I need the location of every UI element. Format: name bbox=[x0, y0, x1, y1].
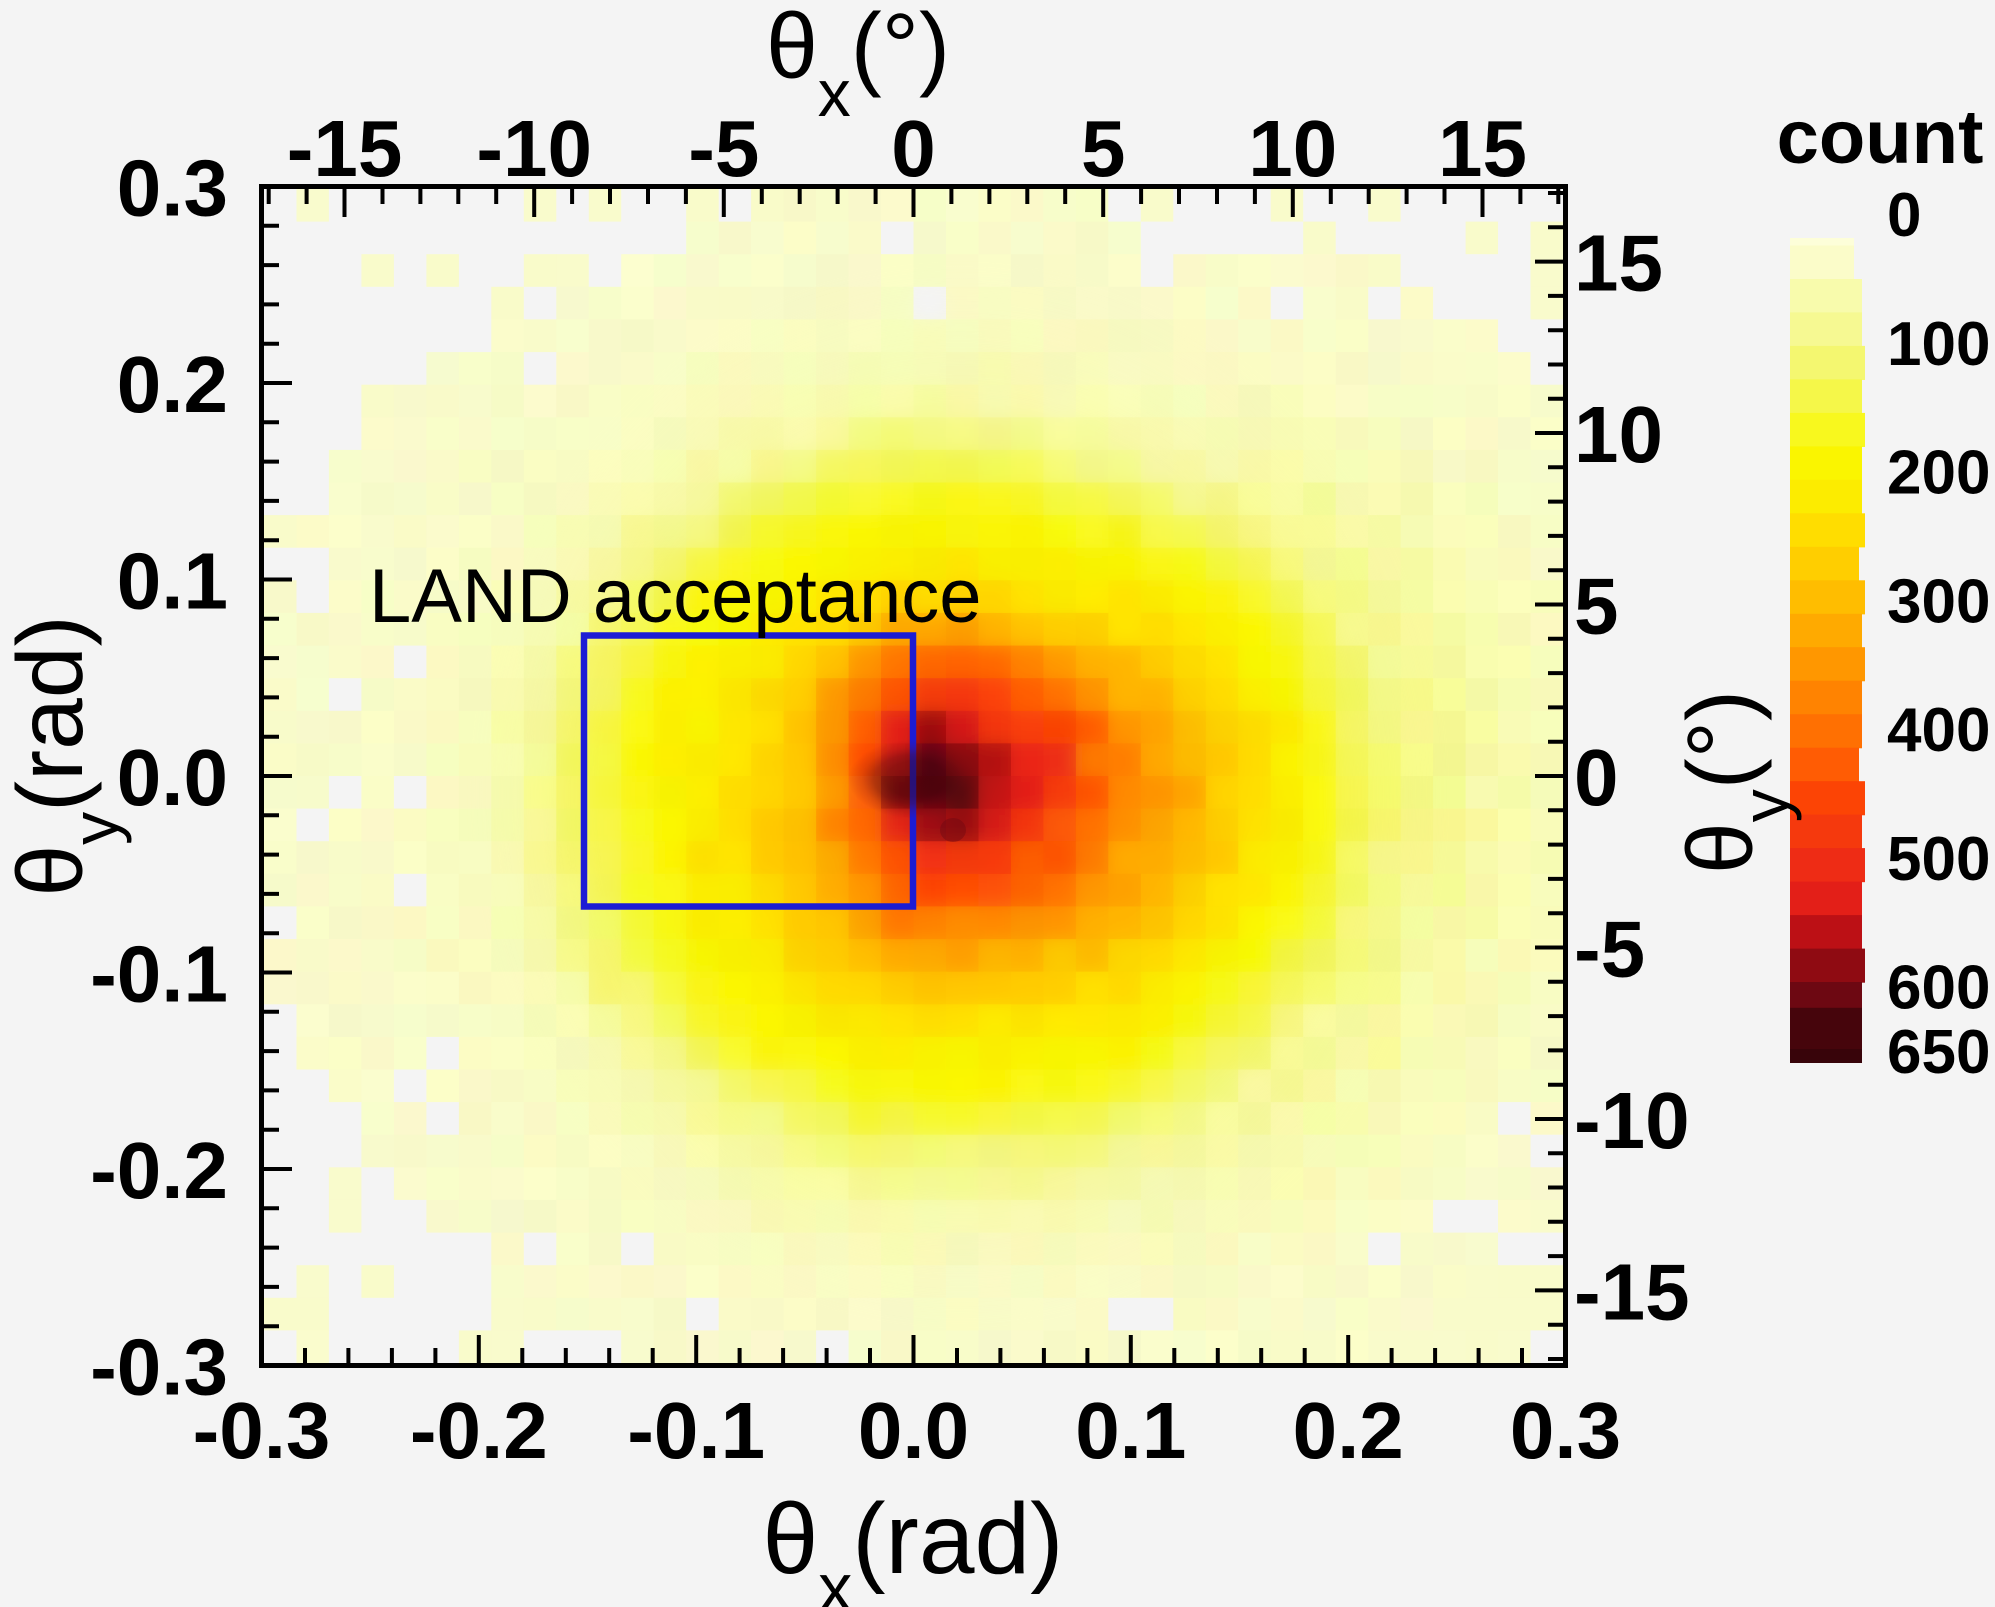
svg-text:0.0: 0.0 bbox=[117, 733, 228, 822]
svg-text:-5: -5 bbox=[1574, 905, 1645, 994]
svg-text:0: 0 bbox=[891, 104, 936, 193]
svg-text:650: 650 bbox=[1887, 1018, 1990, 1087]
svg-text:θx(°): θx(°) bbox=[766, 0, 950, 130]
svg-text:0: 0 bbox=[1574, 733, 1619, 822]
svg-text:0.0: 0.0 bbox=[858, 1386, 969, 1475]
svg-text:300: 300 bbox=[1887, 567, 1990, 636]
svg-text:θy(rad): θy(rad) bbox=[0, 615, 132, 896]
svg-text:-0.2: -0.2 bbox=[90, 1126, 228, 1215]
svg-text:-15: -15 bbox=[1574, 1247, 1690, 1336]
svg-text:600: 600 bbox=[1887, 954, 1990, 1023]
svg-text:-0.3: -0.3 bbox=[193, 1386, 331, 1475]
svg-text:0.2: 0.2 bbox=[1293, 1386, 1404, 1475]
svg-text:θy(°): θy(°) bbox=[1668, 690, 1802, 874]
svg-text:LAND acceptance: LAND acceptance bbox=[369, 554, 982, 639]
svg-text:100: 100 bbox=[1887, 310, 1990, 379]
svg-text:θx(rad): θx(rad) bbox=[763, 1483, 1064, 1607]
svg-text:200: 200 bbox=[1887, 439, 1990, 508]
svg-text:500: 500 bbox=[1887, 825, 1990, 894]
svg-text:-0.1: -0.1 bbox=[90, 930, 228, 1019]
svg-text:-10: -10 bbox=[476, 104, 592, 193]
svg-text:count: count bbox=[1777, 95, 1984, 180]
svg-text:0.2: 0.2 bbox=[117, 340, 228, 429]
svg-text:-0.2: -0.2 bbox=[410, 1386, 548, 1475]
svg-text:-10: -10 bbox=[1574, 1076, 1690, 1165]
svg-text:15: 15 bbox=[1438, 104, 1527, 193]
svg-text:-0.1: -0.1 bbox=[627, 1386, 765, 1475]
svg-text:0: 0 bbox=[1887, 181, 1921, 250]
svg-text:0.1: 0.1 bbox=[117, 537, 228, 626]
svg-text:0.1: 0.1 bbox=[1075, 1386, 1186, 1475]
svg-text:-5: -5 bbox=[688, 104, 759, 193]
svg-text:10: 10 bbox=[1574, 390, 1663, 479]
svg-text:0.3: 0.3 bbox=[1510, 1386, 1621, 1475]
svg-text:15: 15 bbox=[1574, 219, 1663, 308]
svg-text:5: 5 bbox=[1081, 104, 1126, 193]
svg-text:-0.3: -0.3 bbox=[90, 1323, 228, 1412]
svg-text:-15: -15 bbox=[287, 104, 403, 193]
svg-text:400: 400 bbox=[1887, 696, 1990, 765]
svg-text:5: 5 bbox=[1574, 562, 1619, 651]
svg-text:0.3: 0.3 bbox=[117, 144, 228, 233]
svg-text:10: 10 bbox=[1248, 104, 1337, 193]
